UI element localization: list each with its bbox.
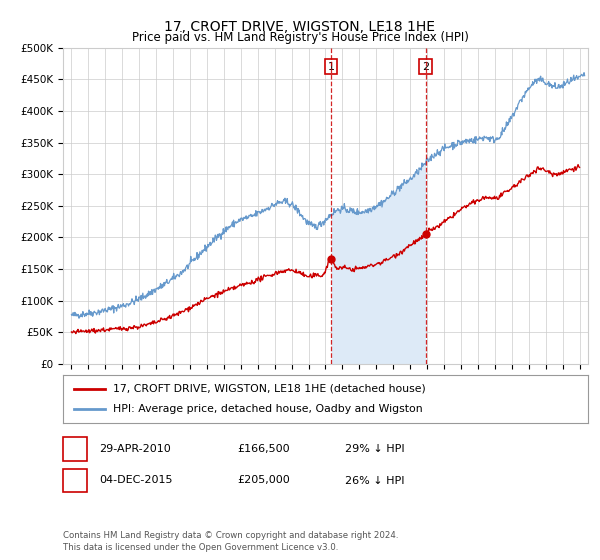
Text: Contains HM Land Registry data © Crown copyright and database right 2024.
This d: Contains HM Land Registry data © Crown c…: [63, 531, 398, 552]
Text: 04-DEC-2015: 04-DEC-2015: [99, 475, 173, 486]
Text: 17, CROFT DRIVE, WIGSTON, LE18 1HE: 17, CROFT DRIVE, WIGSTON, LE18 1HE: [164, 20, 436, 34]
Text: 2: 2: [71, 474, 79, 487]
Text: 1: 1: [328, 62, 335, 72]
Text: Price paid vs. HM Land Registry's House Price Index (HPI): Price paid vs. HM Land Registry's House …: [131, 31, 469, 44]
Text: 26% ↓ HPI: 26% ↓ HPI: [345, 475, 404, 486]
Text: £166,500: £166,500: [237, 444, 290, 454]
Text: £205,000: £205,000: [237, 475, 290, 486]
Text: HPI: Average price, detached house, Oadby and Wigston: HPI: Average price, detached house, Oadb…: [113, 404, 422, 414]
Text: 29% ↓ HPI: 29% ↓ HPI: [345, 444, 404, 454]
Text: 2: 2: [422, 62, 430, 72]
Text: 29-APR-2010: 29-APR-2010: [99, 444, 171, 454]
Text: 1: 1: [71, 442, 79, 456]
Text: 17, CROFT DRIVE, WIGSTON, LE18 1HE (detached house): 17, CROFT DRIVE, WIGSTON, LE18 1HE (deta…: [113, 384, 425, 394]
